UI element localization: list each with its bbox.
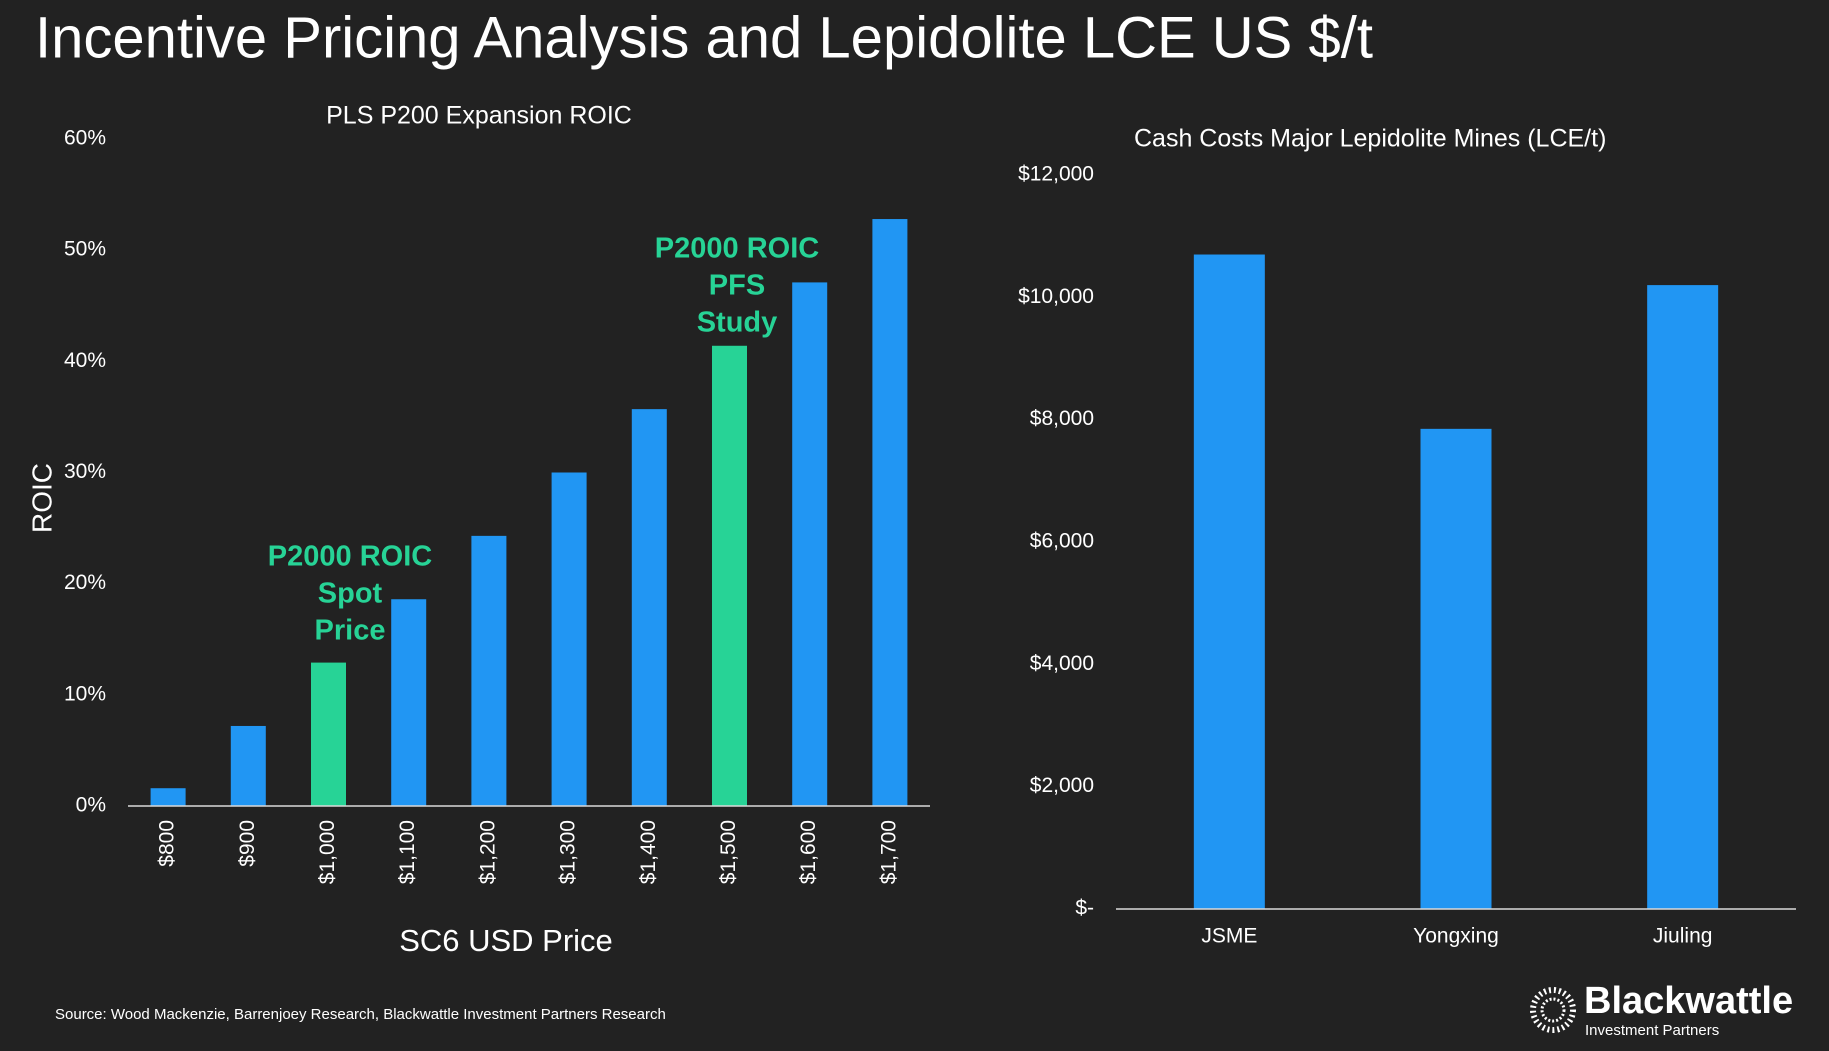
logo-ring	[1540, 997, 1566, 1023]
bar	[230, 725, 266, 806]
bar	[1420, 428, 1492, 909]
bar	[471, 535, 507, 806]
bar	[1193, 254, 1265, 909]
y-tick-label: 0%	[76, 794, 106, 817]
x-tick-label: $1,500	[717, 820, 740, 884]
y-axis-label: ROIC	[26, 463, 57, 533]
x-tick-label: Yongxing	[1413, 925, 1499, 948]
logo-ring	[1530, 987, 1576, 1033]
x-tick-label: $1,400	[637, 820, 660, 884]
y-tick-label: 50%	[64, 238, 106, 261]
annotation: PFS	[709, 270, 765, 302]
bar	[712, 345, 747, 806]
annotation: Spot	[318, 578, 383, 610]
x-tick-label: $800	[156, 820, 179, 867]
bar	[872, 219, 908, 807]
annotation: Price	[315, 615, 386, 647]
x-axis-label: SC6 USD Price	[399, 923, 613, 958]
y-tick-label: 40%	[64, 349, 106, 372]
annotation: P2000 ROIC	[268, 541, 432, 573]
y-tick-label: $12,000	[1018, 163, 1094, 186]
y-tick-label: 60%	[64, 127, 106, 150]
x-tick-label: $1,100	[396, 820, 419, 884]
bar	[150, 788, 186, 806]
bar	[311, 662, 346, 806]
y-tick-label: $4,000	[1030, 652, 1094, 675]
page-title: Incentive Pricing Analysis and Lepidolit…	[35, 5, 1373, 70]
x-tick-label: $1,700	[877, 820, 900, 884]
x-tick-label: $1,300	[557, 820, 580, 884]
bar	[551, 472, 587, 806]
y-tick-label: $10,000	[1018, 285, 1094, 308]
x-tick-label: $1,200	[476, 820, 499, 884]
y-tick-label: $8,000	[1030, 407, 1094, 430]
annotation: Study	[697, 307, 778, 339]
y-tick-label: $-	[1075, 897, 1094, 920]
bar	[792, 282, 828, 806]
x-tick-label: Jiuling	[1653, 925, 1713, 948]
x-tick-label: JSME	[1201, 925, 1257, 948]
x-tick-label: $1,000	[316, 820, 339, 884]
y-tick-label: 10%	[64, 682, 106, 705]
y-tick-label: 30%	[64, 460, 106, 483]
x-tick-label: $900	[236, 820, 259, 867]
y-tick-label: 20%	[64, 571, 106, 594]
chart-title: PLS P200 Expansion ROIC	[326, 102, 632, 130]
bar	[631, 409, 667, 806]
bar	[391, 599, 427, 806]
x-tick-label: $1,600	[797, 820, 820, 884]
annotation: P2000 ROIC	[655, 233, 819, 265]
source: Source: Wood Mackenzie, Barrenjoey Resea…	[55, 1006, 666, 1023]
bar	[1647, 285, 1719, 910]
chart-title: Cash Costs Major Lepidolite Mines (LCE/t…	[1134, 125, 1606, 153]
logo-icon	[1530, 987, 1576, 1033]
logo-name: Blackwattle	[1584, 980, 1793, 1022]
y-tick-label: $2,000	[1030, 774, 1094, 797]
logo-subtitle: Investment Partners	[1585, 1022, 1719, 1039]
y-tick-label: $6,000	[1030, 530, 1094, 553]
